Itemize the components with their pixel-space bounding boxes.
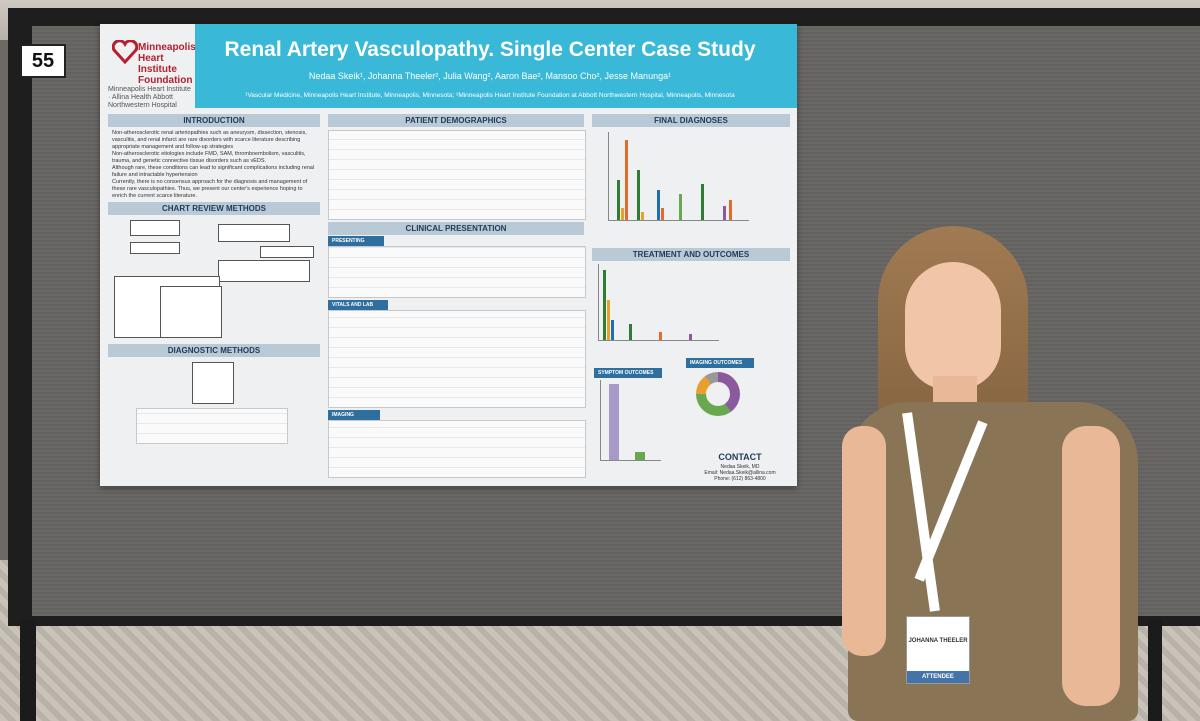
chart-bar [723,206,726,220]
title-banner: Renal Artery Vasculopathy. Single Center… [195,24,797,108]
section-demographics: PATIENT DEMOGRAPHICS [328,114,584,127]
chart-bar [637,170,640,220]
vitals-table [328,310,586,408]
chart-bar [603,270,606,340]
flow-box [218,260,310,282]
chart-bar [641,212,644,220]
name-badge: JOHANNA THEELER ATTENDEE [906,616,970,684]
chart-bar [657,190,660,220]
chart-bar [607,300,610,340]
presenter-person: JOHANNA THEELER ATTENDEE [842,226,1138,721]
contact-email: Email: Nedaa.Skeik@allina.com [704,470,776,476]
imaging-outcomes-donut [696,372,740,416]
badge-name: JOHANNA THEELER [908,638,968,644]
chart-bar [609,384,619,460]
intro-text: Non-atherosclerotic renal arteriopathies… [112,130,318,200]
chart-bar [729,200,732,220]
imaging-label: IMAGING MODALITY [328,410,380,428]
chart-bar [679,194,682,220]
section-diagnostic: DIAGNOSTIC METHODS [108,344,320,357]
treatment-bar-chart [598,264,719,341]
poster-title: Renal Artery Vasculopathy. Single Center… [224,38,756,61]
flow-box [160,286,222,338]
section-treatment: TREATMENT AND OUTCOMES [592,248,790,261]
section-clinical: CLINICAL PRESENTATION [328,222,584,235]
chart-bar [701,184,704,220]
chart-bar [659,332,662,340]
chart-bar [635,452,645,460]
poster-authors: Nedaa Skeik¹, Johanna Theeler², Julia Wa… [308,71,672,81]
foundation-logo: Minneapolis Heart Institute Foundation [108,32,196,102]
flow-box [130,242,180,254]
chart-bar [689,334,692,340]
badge-role: ATTENDEE [907,671,969,683]
vitals-label: VITALS AND LAB VALUES [328,300,388,318]
diagnoses-bar-chart [608,132,749,221]
arm [1062,426,1120,706]
contact-heading: CONTACT [718,452,762,462]
flow-box [192,362,234,404]
arm [842,426,886,656]
chart-bar [621,208,624,220]
intro-bullet: Non-atherosclerotic etiologies include F… [112,151,306,164]
board-leg [1148,620,1162,721]
flow-box [218,224,290,242]
chart-bar [661,208,664,220]
section-introduction: INTRODUCTION [108,114,320,127]
heart-icon [112,40,138,64]
research-poster: Minneapolis Heart Institute Foundation M… [100,24,797,486]
booth-number: 55 [20,44,66,78]
intro-bullet: Non-atherosclerotic renal arteriopathies… [112,130,307,150]
flow-box [260,246,314,258]
intro-bullet: Currently, there is no consensus approac… [112,179,308,199]
flow-box [130,220,180,236]
intro-bullet: Although rare, these conditions can lead… [112,165,315,178]
contact-phone: Phone: (612) 863-4800 [714,476,766,482]
symptom-outcomes-label: SYMPTOM OUTCOMES [594,368,662,378]
imaging-table [328,420,586,478]
diagnostic-table [136,408,288,444]
presenting-table [328,246,586,298]
logo-text: Minneapolis Heart Institute Foundation [138,42,196,86]
partner-logos: Minneapolis Heart Institute · Allina Hea… [108,86,191,109]
chart-bar [625,140,628,220]
contact-name: Nedaa Skeik, MD [720,464,760,470]
chart-bar [629,324,632,340]
section-chart-review: CHART REVIEW METHODS [108,202,320,215]
poster-affiliation: ¹Vascular Medicine, Minneapolis Heart In… [245,92,735,99]
imaging-outcomes-label: IMAGING OUTCOMES [686,358,754,368]
symptom-outcomes-chart [600,380,661,461]
face [905,262,1001,390]
chart-bar [617,180,620,220]
presenting-label: PRESENTING SYMPTOMS [328,236,384,254]
demographics-table [328,130,586,220]
contact-info: Nedaa Skeik, MD Email: Nedaa.Skeik@allin… [690,464,790,482]
board-leg [20,620,36,721]
section-final-diagnoses: FINAL DIAGNOSES [592,114,790,127]
chart-bar [611,320,614,340]
